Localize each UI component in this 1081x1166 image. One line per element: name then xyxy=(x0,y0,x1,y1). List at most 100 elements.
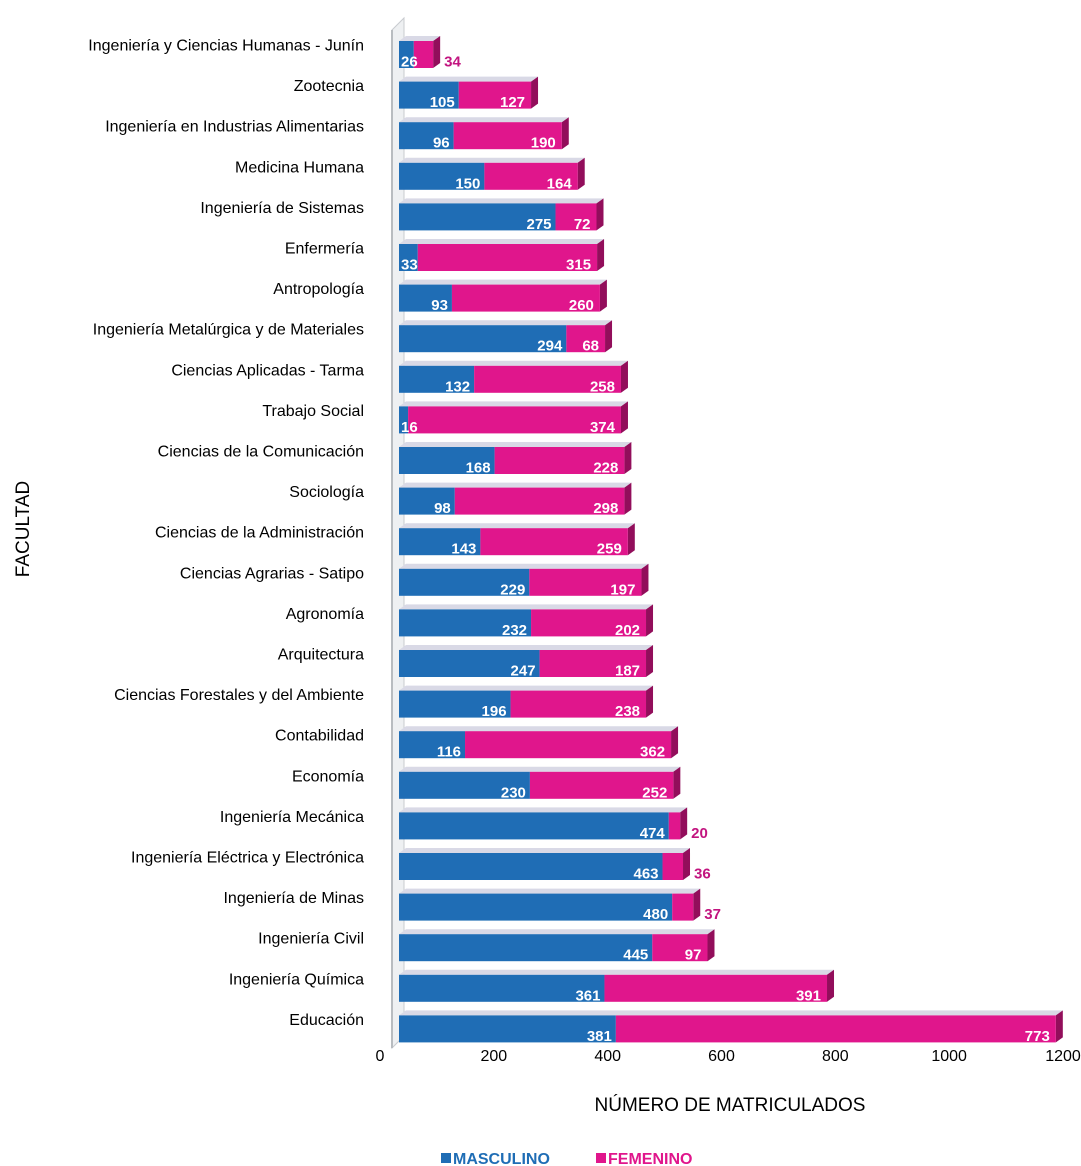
data-label-masculino: 229 xyxy=(500,581,525,598)
data-label-femenino: 298 xyxy=(593,500,618,517)
data-label-masculino: 16 xyxy=(401,419,418,436)
bar-end-face xyxy=(671,726,679,759)
data-label-femenino: 36 xyxy=(694,866,711,883)
bar-femenino xyxy=(615,1015,1056,1043)
data-label-masculino: 230 xyxy=(501,784,526,801)
bar-femenino xyxy=(604,974,828,1002)
data-label-masculino: 98 xyxy=(434,500,451,517)
bar-top-face xyxy=(399,401,628,407)
bar-end-face xyxy=(561,117,569,150)
bar-end-face xyxy=(827,969,835,1002)
bar-end-face xyxy=(641,563,649,596)
data-label-masculino: 96 xyxy=(433,135,450,152)
bar-femenino xyxy=(668,812,681,840)
bar-area: 26 34 105 127 96 190 150 164 275 72 33 315 93 260 294 6… xyxy=(399,36,1063,1045)
data-label-masculino: 232 xyxy=(502,622,527,639)
legend-label: FEMENINO xyxy=(608,1151,692,1166)
bar-top-face xyxy=(399,1010,1063,1016)
bar-masculino xyxy=(399,487,455,515)
bar-top-face xyxy=(399,320,613,326)
category-label: Economía xyxy=(292,768,364,785)
bar-end-face xyxy=(620,401,628,434)
bar-masculino xyxy=(399,81,459,109)
category-label: Trabajo Social xyxy=(262,403,364,420)
category-label: Ingeniería en Industrias Alimentarias xyxy=(105,119,364,136)
data-label-femenino: 238 xyxy=(615,703,640,720)
bar-end-face xyxy=(599,279,607,312)
bar-masculino xyxy=(399,934,653,962)
bar-end-face xyxy=(1055,1010,1063,1043)
bar-masculino xyxy=(399,812,669,840)
bar-top-face xyxy=(399,929,715,935)
category-label: Sociología xyxy=(289,484,364,501)
bar-masculino xyxy=(399,203,556,231)
bar-masculino xyxy=(399,609,532,637)
bar-masculino xyxy=(399,974,605,1002)
bar-masculino xyxy=(399,162,485,190)
bar-end-face xyxy=(531,76,539,109)
data-label-masculino: 26 xyxy=(401,54,418,71)
category-label: Ingeniería Mecánica xyxy=(220,809,364,826)
bar-top-face xyxy=(399,848,691,853)
data-label-femenino: 197 xyxy=(610,581,635,598)
category-label: Ciencias Forestales y del Ambiente xyxy=(114,687,364,704)
x-tick-label: 400 xyxy=(594,1048,621,1065)
data-label-femenino: 391 xyxy=(796,987,821,1004)
data-label-femenino: 258 xyxy=(590,378,615,395)
bar-top-face xyxy=(399,157,585,163)
bar-masculino xyxy=(399,325,567,353)
category-label: Ciencias Aplicadas - Tarma xyxy=(171,362,364,379)
category-label: Zootecnia xyxy=(294,78,364,95)
data-label-femenino: 202 xyxy=(615,622,640,639)
bar-femenino xyxy=(474,365,621,393)
x-tick-label: 600 xyxy=(708,1048,735,1065)
bar-top-face xyxy=(399,482,632,488)
x-tick-label: 0 xyxy=(376,1048,385,1065)
bar-top-face xyxy=(399,117,569,123)
bar-femenino xyxy=(454,487,625,515)
bar-femenino xyxy=(529,568,642,596)
data-label-masculino: 474 xyxy=(640,825,666,842)
category-label: Ingeniería de Minas xyxy=(223,890,364,907)
bar-end-face xyxy=(693,888,701,921)
x-tick-label: 800 xyxy=(822,1048,849,1065)
category-label: Ciencias de la Comunicación xyxy=(158,444,364,461)
bar-top-face xyxy=(399,563,649,569)
bar-end-face xyxy=(620,360,628,393)
bar-femenino xyxy=(458,81,532,109)
bar-end-face xyxy=(624,442,632,474)
data-label-femenino: 127 xyxy=(500,94,525,111)
data-label-femenino: 252 xyxy=(642,784,667,801)
bar-femenino xyxy=(566,325,606,353)
bar-top-face xyxy=(399,888,701,894)
data-label-masculino: 33 xyxy=(401,257,418,274)
bar-femenino xyxy=(484,162,578,190)
bar-femenino xyxy=(451,284,600,312)
category-label: Educación xyxy=(289,1012,364,1029)
bar-end-face xyxy=(605,320,613,353)
data-label-masculino: 445 xyxy=(623,947,648,964)
bar-femenino xyxy=(652,934,708,962)
data-label-femenino: 164 xyxy=(547,175,573,192)
data-label-masculino: 116 xyxy=(437,744,461,761)
bar-femenino xyxy=(413,41,434,68)
bar-femenino xyxy=(672,893,694,921)
bar-end-face xyxy=(624,482,632,515)
data-label-femenino: 190 xyxy=(531,135,556,152)
category-labels: Ingeniería y Ciencias Humanas - Junín Zoo… xyxy=(88,38,364,1029)
category-label: Ingeniería Civil xyxy=(258,931,364,948)
bar-end-face xyxy=(707,929,715,962)
data-label-femenino: 259 xyxy=(597,541,622,558)
data-label-femenino: 72 xyxy=(574,216,591,233)
bar-masculino xyxy=(399,244,418,271)
category-label: Ingeniería Química xyxy=(229,971,364,988)
bar-femenino xyxy=(529,771,674,799)
bar-femenino xyxy=(465,731,672,759)
bar-top-face xyxy=(399,239,605,244)
data-label-femenino: 260 xyxy=(569,297,594,314)
data-label-masculino: 294 xyxy=(537,338,563,355)
bar-masculino xyxy=(399,568,530,596)
data-label-masculino: 93 xyxy=(431,297,448,314)
data-label-femenino: 362 xyxy=(640,744,665,761)
bar-femenino xyxy=(417,244,598,271)
